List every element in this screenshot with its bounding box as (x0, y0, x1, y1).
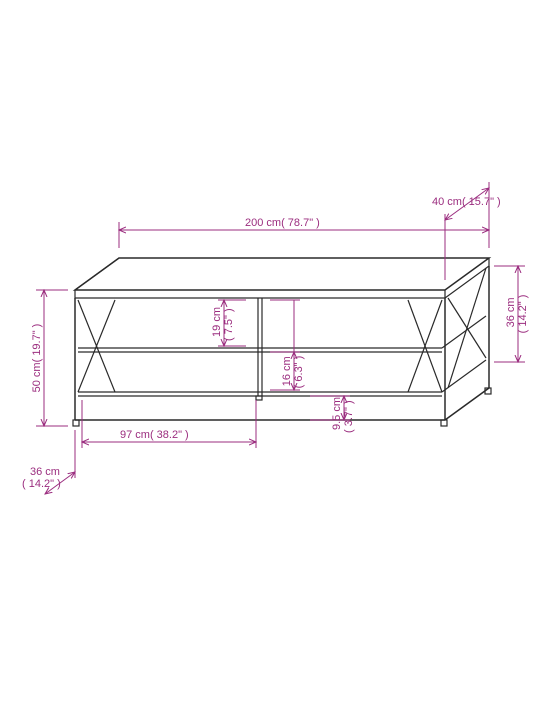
dim-depth-top: 40 cm( 15.7" ) (432, 196, 501, 208)
dim-gap-top: 19 cm( 7.5" ) (211, 307, 235, 341)
dim-height-right: 36 cm( 14.2" ) (505, 295, 529, 334)
dim-height-left: 50 cm( 19.7" ) (31, 324, 43, 393)
diagram-container: 200 cm( 78.7" ) 40 cm( 15.7" ) 50 cm( 19… (0, 0, 540, 720)
diagram-svg: 200 cm( 78.7" ) 40 cm( 15.7" ) 50 cm( 19… (0, 0, 540, 720)
furniture-drawing (73, 258, 491, 426)
dimensions: 200 cm( 78.7" ) 40 cm( 15.7" ) 50 cm( 19… (22, 182, 529, 494)
dim-depth-left: 36 cm ( 14.2" ) (22, 466, 63, 490)
dim-gap-mid: 16 cm( 6.3" ) (281, 356, 305, 389)
dim-inner-width: 97 cm( 38.2" ) (120, 429, 189, 441)
dim-width: 200 cm( 78.7" ) (245, 217, 320, 229)
top-surface (75, 258, 489, 290)
dim-gap-bot: 9.5 cm( 3.7" ) (331, 397, 355, 433)
